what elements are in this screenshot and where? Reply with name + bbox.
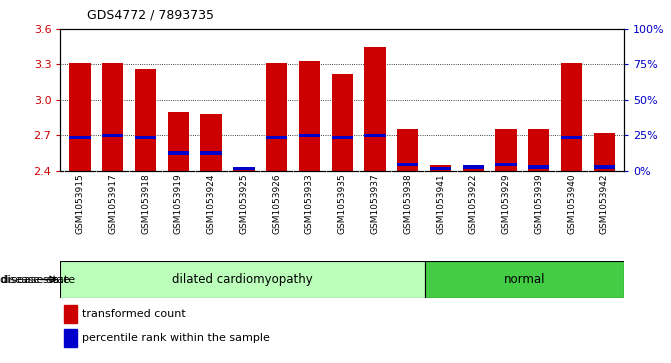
Text: GSM1053917: GSM1053917 [108,173,117,234]
Text: GSM1053918: GSM1053918 [141,173,150,234]
Bar [495,163,517,166]
Text: GDS4772 / 7893735: GDS4772 / 7893735 [87,9,214,22]
Text: GSM1053929: GSM1053929 [501,173,511,234]
Bar [266,63,287,171]
Text: GSM1053915: GSM1053915 [76,173,85,234]
Text: GSM1053924: GSM1053924 [207,173,215,234]
FancyBboxPatch shape [60,261,425,298]
Text: GSM1053925: GSM1053925 [240,173,248,234]
Bar [430,167,451,170]
Text: GSM1053941: GSM1053941 [436,173,445,234]
Bar [364,134,386,137]
Bar [528,166,550,169]
Text: GSM1053922: GSM1053922 [469,173,478,234]
Bar [266,136,287,139]
Text: disease state: disease state [1,274,74,285]
Bar [168,111,189,171]
Text: normal: normal [504,273,546,286]
Bar [102,63,123,171]
Bar [201,114,222,171]
Text: GSM1053940: GSM1053940 [567,173,576,234]
Bar [135,136,156,139]
Bar [462,166,484,169]
Bar [430,165,451,171]
Bar [102,134,123,137]
Text: GSM1053942: GSM1053942 [600,173,609,234]
Text: GSM1053938: GSM1053938 [403,173,412,234]
Bar [168,151,189,155]
Bar [299,134,320,137]
Bar [201,151,222,155]
Text: percentile rank within the sample: percentile rank within the sample [83,333,270,343]
Bar [397,163,419,166]
FancyBboxPatch shape [425,261,624,298]
Bar [69,63,91,171]
Bar [561,63,582,171]
Bar [69,136,91,139]
Text: transformed count: transformed count [83,309,186,319]
Bar [364,47,386,171]
Text: GSM1053926: GSM1053926 [272,173,281,234]
Text: disease state: disease state [0,274,70,285]
Bar [462,168,484,171]
Bar [331,136,353,139]
Text: GSM1053935: GSM1053935 [338,173,347,234]
Bar [234,167,254,170]
Bar [561,136,582,139]
Text: GSM1053937: GSM1053937 [370,173,380,234]
Bar [135,69,156,171]
Bar [299,61,320,171]
Text: GSM1053933: GSM1053933 [305,173,314,234]
Bar [528,129,550,171]
Bar [64,305,77,323]
Text: dilated cardiomyopathy: dilated cardiomyopathy [172,273,313,286]
Bar [594,166,615,169]
Bar [64,329,77,347]
Bar [397,129,419,171]
Bar [331,74,353,171]
Bar [594,133,615,171]
Bar [495,129,517,171]
Text: GSM1053939: GSM1053939 [534,173,544,234]
Bar [234,168,254,171]
Text: GSM1053919: GSM1053919 [174,173,183,234]
